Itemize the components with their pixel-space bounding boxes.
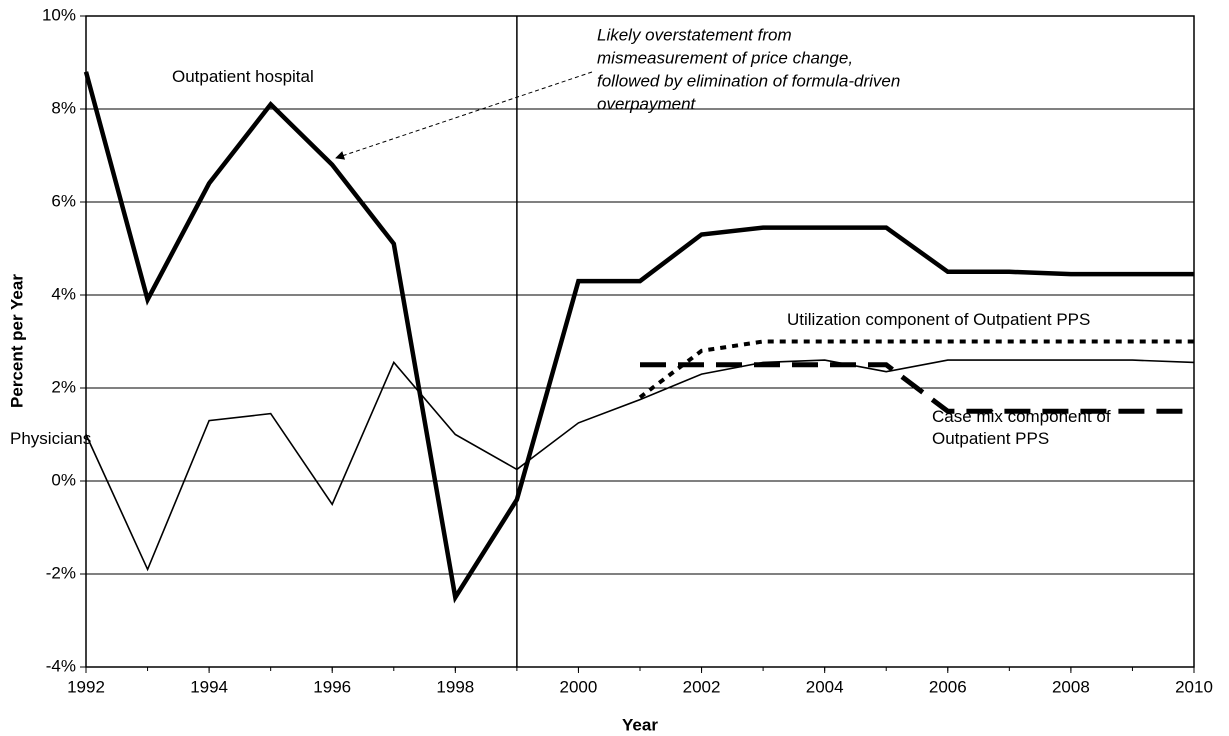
x-tick-label: 1992 (67, 677, 105, 696)
annotation-arrow (335, 71, 593, 160)
x-tick-label: 2000 (560, 677, 598, 696)
x-tick-label: 2004 (806, 677, 844, 696)
x-tick-label: 1998 (436, 677, 474, 696)
series-line (638, 339, 1194, 399)
y-tick-label: 2% (51, 377, 76, 396)
series-label-text: Utilization component of Outpatient PPS (787, 310, 1091, 329)
y-axis-title: Percent per Year (7, 274, 26, 408)
x-tick-label: 1994 (190, 677, 228, 696)
x-tick-label: 2006 (929, 677, 967, 696)
annotation-text: overpayment (597, 94, 697, 113)
series-line (640, 362, 1194, 414)
series-label: Utilization component of Outpatient PPS (787, 310, 1091, 329)
series-line (83, 71, 1194, 604)
y-tick-label: -2% (46, 563, 76, 582)
series-label-text: Physicians (10, 429, 92, 448)
x-tick-label: 1996 (313, 677, 351, 696)
x-tick-label: 2008 (1052, 677, 1090, 696)
series-label: Case mix component of Outpatient PPS (932, 407, 1111, 448)
plot-frame (85, 15, 1195, 668)
annotation-text: mismeasurement of price change, (597, 48, 853, 67)
annotation-text: followed by elimination of formula-drive… (597, 71, 900, 90)
series-label: Physicians (10, 429, 92, 448)
y-tick-label: 4% (51, 284, 76, 303)
series-label-text: Case mix component of Outpatient PPS (932, 407, 1111, 448)
y-tick-label: 6% (51, 191, 76, 210)
series-label-text: Outpatient hospital (172, 67, 314, 86)
series-line (85, 359, 1195, 572)
y-tick-label: 8% (51, 98, 76, 117)
x-tick-label: 2010 (1175, 677, 1213, 696)
x-axis-title: Year (622, 715, 658, 734)
y-tick-label: 10% (42, 5, 76, 24)
series-label: Outpatient hospital (172, 67, 314, 86)
y-tick-label: -4% (46, 656, 76, 675)
x-tick-label: 2002 (683, 677, 721, 696)
y-tick-label: 0% (51, 470, 76, 489)
annotation-text: Likely overstatement from (597, 25, 792, 44)
